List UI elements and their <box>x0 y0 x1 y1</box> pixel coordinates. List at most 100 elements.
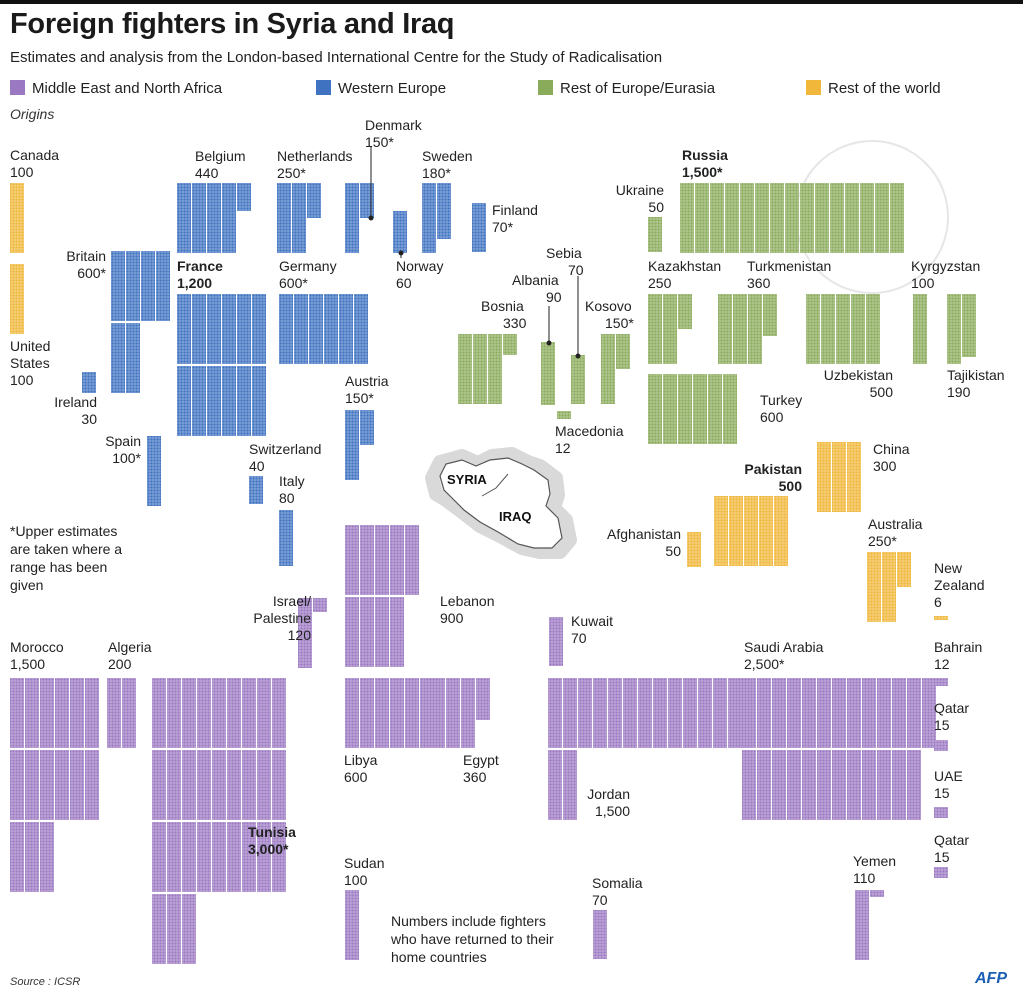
unit-grid-overlay <box>713 678 727 748</box>
country-label-australia: Australia 250* <box>868 516 923 549</box>
unit-grid-overlay <box>763 294 777 336</box>
unit-grid-overlay <box>257 822 271 892</box>
unit-grid-overlay <box>836 294 850 364</box>
unit-grid-overlay <box>25 750 39 820</box>
unit-grid-overlay <box>934 867 948 878</box>
unit-grid-overlay <box>541 342 555 405</box>
unit-grid-overlay <box>292 183 306 253</box>
unit-grid-overlay <box>313 598 327 612</box>
unit-grid-overlay <box>324 294 338 364</box>
unit-grid-overlay <box>70 678 84 748</box>
country-label-somalia: Somalia 70 <box>592 875 643 908</box>
unit-grid-overlay <box>227 750 241 820</box>
unit-grid-overlay <box>638 678 652 748</box>
unit-grid-overlay <box>249 476 263 504</box>
unit-grid-overlay <box>10 750 24 820</box>
country-label-new-zealand: New Zealand 6 <box>934 560 985 610</box>
unit-grid-overlay <box>947 294 961 364</box>
unit-grid-overlay <box>742 678 756 748</box>
country-label-saudi-arabia: Saudi Arabia 2,500* <box>744 639 824 672</box>
unit-grid-overlay <box>922 678 936 748</box>
unit-grid-overlay <box>714 496 728 566</box>
country-label-sebia: Sebia 70 <box>546 245 584 278</box>
page-subtitle: Estimates and analysis from the London-b… <box>10 49 663 66</box>
origins-label: Origins <box>10 106 55 122</box>
unit-grid-overlay <box>476 678 490 720</box>
unit-grid-overlay <box>339 294 353 364</box>
unit-grid-overlay <box>272 822 286 892</box>
unit-grid-overlay <box>742 750 756 820</box>
unit-grid-overlay <box>877 678 891 748</box>
unit-grid-overlay <box>298 598 312 668</box>
country-label-tunisia: Tunisia 3,000* <box>248 824 296 857</box>
unit-grid-overlay <box>177 294 191 364</box>
unit-grid-overlay <box>197 678 211 748</box>
country-label-denmark: Denmark 150* <box>365 117 422 150</box>
unit-grid-overlay <box>867 552 881 622</box>
unit-grid-overlay <box>212 678 226 748</box>
unit-grid-overlay <box>821 294 835 364</box>
unit-grid-overlay <box>375 525 389 595</box>
leader-dot-albania <box>546 340 552 346</box>
unit-grid-overlay <box>40 822 54 892</box>
unit-grid-overlay <box>934 807 948 818</box>
unit-grid-overlay <box>167 822 181 892</box>
country-label-germany: Germany 600* <box>279 258 337 291</box>
unit-grid-overlay <box>390 597 404 667</box>
unit-grid-overlay <box>242 678 256 748</box>
unit-grid-overlay <box>785 183 799 253</box>
unit-grid-overlay <box>608 678 622 748</box>
unit-grid-overlay <box>815 183 829 253</box>
unit-grid-overlay <box>252 366 266 436</box>
unit-grid-overlay <box>182 822 196 892</box>
unit-grid-overlay <box>847 678 861 748</box>
unit-grid-overlay <box>774 496 788 566</box>
unit-grid-overlay <box>473 334 487 404</box>
unit-grid-overlay <box>182 894 196 964</box>
syria-iraq-map: SYRIA IRAQ <box>425 447 577 559</box>
unit-grid-overlay <box>934 740 948 751</box>
unit-grid-overlay <box>212 750 226 820</box>
unit-grid-overlay <box>907 750 921 820</box>
leader-dot-sebia <box>575 353 581 359</box>
unit-grid-overlay <box>40 678 54 748</box>
country-label-uae: UAE 15 <box>934 768 963 801</box>
unit-grid-overlay <box>729 496 743 566</box>
country-label-uzbekistan: Uzbekistan 500 <box>823 367 893 400</box>
unit-grid-overlay <box>693 374 707 444</box>
legend-swatch-mena <box>10 80 25 95</box>
unit-grid-overlay <box>725 183 739 253</box>
unit-grid-overlay <box>817 442 831 512</box>
unit-grid-overlay <box>458 334 472 404</box>
unit-grid-overlay <box>272 678 286 748</box>
unit-grid-overlay <box>182 678 196 748</box>
unit-grid-overlay <box>866 294 880 364</box>
unit-grid-overlay <box>563 678 577 748</box>
unit-grid-overlay <box>548 750 562 820</box>
unit-grid-overlay <box>623 678 637 748</box>
leader-dot-norway <box>398 250 404 256</box>
unit-grid-overlay <box>723 374 737 444</box>
country-label-norway: Norway 60 <box>396 258 444 291</box>
country-label-lebanon: Lebanon 900 <box>440 593 495 626</box>
unit-grid-overlay <box>593 910 607 959</box>
unit-grid-overlay <box>207 183 221 253</box>
unit-grid-overlay <box>832 442 846 512</box>
unit-grid-overlay <box>309 294 323 364</box>
country-label-bosnia: Bosnia 330 <box>481 298 527 331</box>
country-label-finland: Finland 70* <box>492 202 538 235</box>
country-label-qatar: Qatar 15 <box>934 700 970 733</box>
legend-item-mena: Middle East and North Africa <box>10 79 222 99</box>
unit-grid-overlay <box>111 323 125 393</box>
unit-grid-overlay <box>405 525 419 595</box>
unit-grid-overlay <box>192 183 206 253</box>
map-label-syria: SYRIA <box>447 472 487 487</box>
unit-grid-overlay <box>360 597 374 667</box>
unit-grid-overlay <box>855 890 869 960</box>
unit-grid-overlay <box>860 183 874 253</box>
page-title: Foreign fighters in Syria and Iraq <box>10 8 455 40</box>
unit-grid-overlay <box>648 217 662 252</box>
unit-grid-overlay <box>698 678 712 748</box>
unit-grid-overlay <box>279 510 293 566</box>
